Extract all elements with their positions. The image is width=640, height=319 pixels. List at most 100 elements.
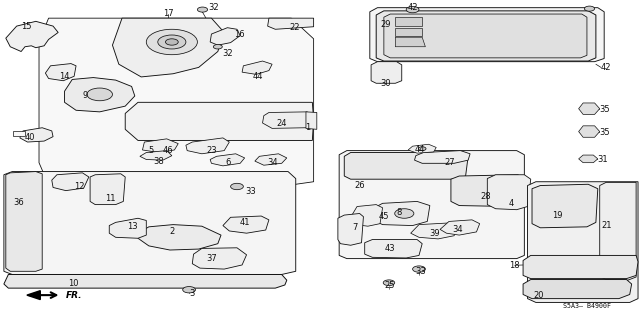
Text: 44: 44 xyxy=(252,72,263,81)
Polygon shape xyxy=(532,184,598,228)
Text: 32: 32 xyxy=(208,3,219,12)
Text: 3: 3 xyxy=(189,289,195,298)
Polygon shape xyxy=(371,62,402,83)
Text: 34: 34 xyxy=(452,225,463,234)
Text: 26: 26 xyxy=(355,181,365,190)
Circle shape xyxy=(584,6,595,11)
Text: 41: 41 xyxy=(239,218,250,227)
Polygon shape xyxy=(192,248,246,269)
Polygon shape xyxy=(4,274,287,288)
Circle shape xyxy=(197,7,207,12)
Text: 8: 8 xyxy=(397,208,402,217)
Circle shape xyxy=(147,29,197,55)
Polygon shape xyxy=(579,155,598,163)
Polygon shape xyxy=(113,18,224,77)
Text: S5A3– B4900F: S5A3– B4900F xyxy=(563,303,611,308)
Text: 36: 36 xyxy=(13,198,24,207)
Circle shape xyxy=(166,39,178,45)
Polygon shape xyxy=(384,14,587,58)
Polygon shape xyxy=(487,175,531,210)
Circle shape xyxy=(419,147,426,151)
Text: 29: 29 xyxy=(381,20,391,29)
Polygon shape xyxy=(349,204,383,226)
Text: 4: 4 xyxy=(509,199,515,208)
Text: 25: 25 xyxy=(385,281,395,290)
Circle shape xyxy=(383,280,395,286)
Polygon shape xyxy=(396,28,422,36)
Text: 1: 1 xyxy=(305,123,310,132)
Text: 5: 5 xyxy=(148,146,154,155)
Polygon shape xyxy=(52,173,89,191)
Text: 33: 33 xyxy=(245,187,256,196)
Text: 17: 17 xyxy=(163,9,173,18)
Polygon shape xyxy=(415,151,470,163)
Circle shape xyxy=(413,266,426,272)
Polygon shape xyxy=(527,182,638,302)
Text: 11: 11 xyxy=(105,194,115,203)
Polygon shape xyxy=(339,151,524,259)
Text: 42: 42 xyxy=(408,3,419,12)
Text: 7: 7 xyxy=(352,223,357,232)
Text: 46: 46 xyxy=(163,146,173,155)
Circle shape xyxy=(87,88,113,101)
Polygon shape xyxy=(306,112,317,129)
Polygon shape xyxy=(268,18,314,29)
Text: 16: 16 xyxy=(234,30,244,39)
Polygon shape xyxy=(451,175,524,206)
Circle shape xyxy=(230,183,243,190)
Polygon shape xyxy=(109,218,147,238)
Polygon shape xyxy=(600,182,636,280)
Text: 39: 39 xyxy=(429,229,440,238)
Polygon shape xyxy=(45,63,76,81)
Text: 15: 15 xyxy=(21,22,31,31)
Text: 42: 42 xyxy=(601,63,611,72)
Text: 9: 9 xyxy=(83,92,88,100)
Polygon shape xyxy=(186,138,229,154)
Circle shape xyxy=(213,45,222,49)
Text: 18: 18 xyxy=(509,261,520,270)
Polygon shape xyxy=(65,78,135,112)
Polygon shape xyxy=(408,144,436,153)
Polygon shape xyxy=(344,152,468,179)
Polygon shape xyxy=(411,223,458,239)
Polygon shape xyxy=(138,225,221,250)
Polygon shape xyxy=(210,154,244,166)
Text: 6: 6 xyxy=(225,158,231,167)
Text: 10: 10 xyxy=(68,279,79,288)
Text: 37: 37 xyxy=(206,254,217,263)
Polygon shape xyxy=(125,102,314,140)
Polygon shape xyxy=(143,139,178,152)
Polygon shape xyxy=(27,291,40,300)
Polygon shape xyxy=(579,126,600,137)
Text: 19: 19 xyxy=(552,211,563,220)
Text: 35: 35 xyxy=(600,105,611,114)
Polygon shape xyxy=(396,37,426,47)
Polygon shape xyxy=(579,103,600,115)
Polygon shape xyxy=(4,172,296,274)
Text: 34: 34 xyxy=(268,158,278,167)
Text: 27: 27 xyxy=(445,158,455,167)
Text: 13: 13 xyxy=(127,222,138,231)
Polygon shape xyxy=(140,151,172,160)
Polygon shape xyxy=(396,17,422,26)
Polygon shape xyxy=(255,154,287,165)
Text: 23: 23 xyxy=(206,146,217,155)
Text: 44: 44 xyxy=(415,145,426,154)
Text: 20: 20 xyxy=(534,291,544,300)
Polygon shape xyxy=(90,174,125,204)
Polygon shape xyxy=(242,61,272,74)
Text: 22: 22 xyxy=(289,23,300,32)
Polygon shape xyxy=(365,240,422,258)
Polygon shape xyxy=(6,172,42,271)
Polygon shape xyxy=(523,256,638,278)
Text: 14: 14 xyxy=(59,72,69,81)
Text: 35: 35 xyxy=(600,128,611,137)
Polygon shape xyxy=(210,28,240,45)
Polygon shape xyxy=(20,128,53,142)
Polygon shape xyxy=(6,21,58,51)
Text: 38: 38 xyxy=(153,157,164,166)
Text: FR.: FR. xyxy=(66,291,83,300)
Polygon shape xyxy=(523,279,632,299)
Text: 33: 33 xyxy=(415,267,426,276)
Circle shape xyxy=(406,6,419,13)
